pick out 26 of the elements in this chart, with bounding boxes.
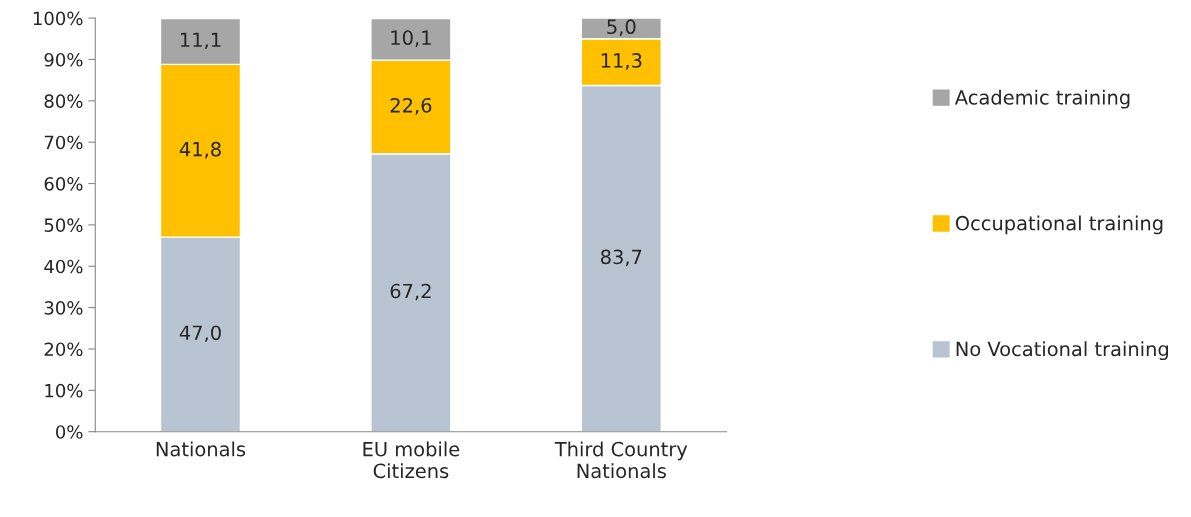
- y-tick-label: 100%: [33, 11, 83, 26]
- y-tick-label: 80%: [44, 94, 83, 108]
- data-label: 41,8: [179, 141, 221, 159]
- data-label: 10,1: [391, 30, 431, 48]
- y-tick-label: 60%: [44, 176, 83, 191]
- y-tick-label: 70%: [44, 135, 83, 150]
- data-label: 67,2: [390, 283, 431, 301]
- data-label: 11,1: [180, 32, 221, 50]
- data-label: 83,7: [600, 249, 642, 267]
- y-tick-label: 90%: [44, 52, 83, 67]
- data-label: 11,3: [601, 53, 642, 70]
- x-tick-label: Third Country Nationals: [554, 441, 688, 479]
- y-tick-label: 50%: [44, 218, 83, 233]
- y-tick-label: 0%: [56, 425, 83, 439]
- y-tick-label: 10%: [45, 383, 83, 398]
- data-label: 5,0: [607, 19, 636, 37]
- data-label: 22,6: [390, 97, 432, 115]
- legend-label: Occupational training: [955, 215, 1163, 235]
- data-label: 47,0: [179, 325, 221, 343]
- x-tick-label: Nationals: [156, 441, 246, 457]
- y-tick-label: 20%: [44, 342, 83, 357]
- legend-label: Academic training: [954, 89, 1130, 109]
- y-tick-label: 30%: [44, 301, 83, 315]
- y-tick-label: 40%: [44, 259, 83, 274]
- x-tick-label: EU mobile Citizens: [363, 441, 460, 479]
- legend-label: No Vocational training: [956, 341, 1168, 361]
